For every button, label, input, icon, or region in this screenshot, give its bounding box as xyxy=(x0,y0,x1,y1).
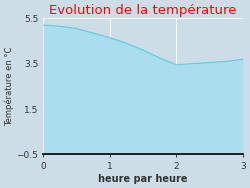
Title: Evolution de la température: Evolution de la température xyxy=(49,4,237,17)
X-axis label: heure par heure: heure par heure xyxy=(98,174,188,184)
Y-axis label: Température en °C: Température en °C xyxy=(4,47,14,126)
